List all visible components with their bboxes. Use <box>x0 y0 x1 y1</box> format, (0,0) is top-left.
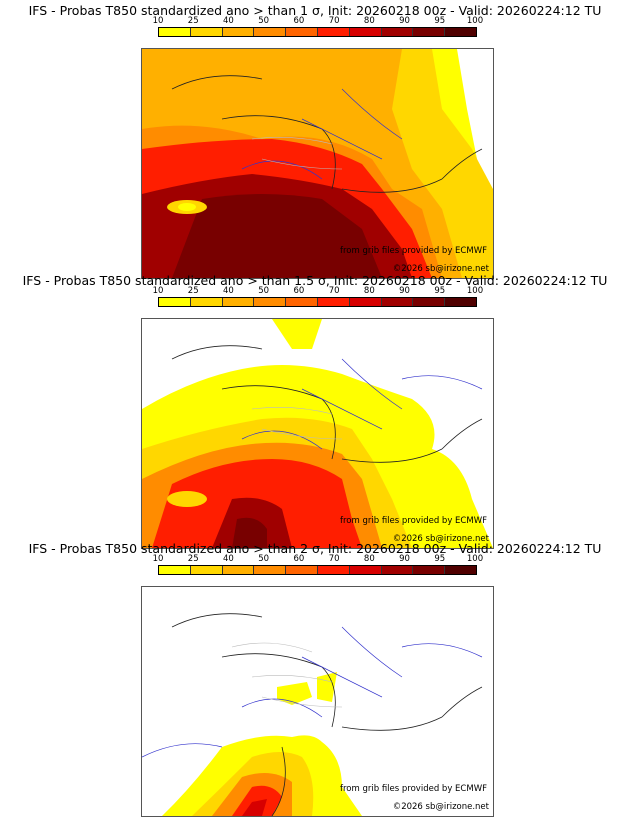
credit-source: from grib files provided by ECMWF <box>340 516 487 526</box>
colorbar-segment <box>159 566 191 574</box>
probability-map: from grib files provided by ECMWF ©2026 … <box>141 48 494 279</box>
colorbar-segment <box>222 566 255 574</box>
colorbar-tick-label: 50 <box>258 16 270 26</box>
colorbar-tick-label: 70 <box>328 286 340 296</box>
colorbar-segment <box>381 28 414 36</box>
panel-title: IFS - Probas T850 standardized ano > tha… <box>28 3 602 18</box>
colorbar-tick-label: 60 <box>293 286 305 296</box>
colorbar-tick-label: 95 <box>434 286 446 296</box>
colorbar-segment <box>222 298 255 306</box>
colorbar-tick-label: 90 <box>399 554 410 564</box>
colorbar-segment <box>317 566 350 574</box>
colorbar-tick-label: 90 <box>399 16 410 26</box>
map-panel-1: IFS - Probas T850 standardized ano > tha… <box>0 0 630 280</box>
colorbar <box>158 565 477 575</box>
colorbar-tick-label: 60 <box>293 16 305 26</box>
colorbar-tick-label: 40 <box>223 16 234 26</box>
colorbar-segment <box>349 566 382 574</box>
colorbar-segment <box>159 28 191 36</box>
colorbar-tick-label: 70 <box>328 554 340 564</box>
colorbar-segment <box>254 566 287 574</box>
colorbar-tick-label: 95 <box>434 16 446 26</box>
colorbar-tick-label: 70 <box>328 16 340 26</box>
colorbar-segment <box>445 566 476 574</box>
colorbar-tick-label: 100 <box>466 16 484 26</box>
colorbar-segment <box>286 28 318 36</box>
colorbar-segment <box>349 298 382 306</box>
colorbar-tick-label: 95 <box>434 554 446 564</box>
map-panel-2: IFS - Probas T850 standardized ano > tha… <box>0 270 630 550</box>
colorbar-tick-label: 100 <box>466 554 484 564</box>
map-fill-1 <box>142 49 493 278</box>
colorbar-segment <box>413 566 446 574</box>
colorbar <box>158 297 477 307</box>
colorbar-segment <box>190 298 223 306</box>
colorbar-segment <box>286 566 318 574</box>
colorbar-segment <box>159 298 191 306</box>
colorbar-segment <box>190 566 223 574</box>
colorbar-tick-label: 80 <box>363 554 375 564</box>
colorbar-segment <box>254 298 287 306</box>
probability-map: from grib files provided by ECMWF ©2026 … <box>141 586 494 817</box>
probability-map: from grib files provided by ECMWF ©2026 … <box>141 318 494 549</box>
colorbar-tick-label: 10 <box>152 286 164 296</box>
colorbar-segment <box>381 566 414 574</box>
colorbar-tick-label: 25 <box>187 286 199 296</box>
map-fill-3 <box>142 587 493 816</box>
colorbar-tick-label: 25 <box>187 16 199 26</box>
colorbar <box>158 27 477 37</box>
colorbar-tick-label: 100 <box>466 286 484 296</box>
colorbar-segment <box>286 298 318 306</box>
colorbar-tick-label: 10 <box>152 16 164 26</box>
colorbar-segment <box>413 298 446 306</box>
credit-copyright: ©2026 sb@irizone.net <box>392 264 489 274</box>
colorbar-segment <box>349 28 382 36</box>
colorbar-segment <box>445 28 476 36</box>
colorbar-segment <box>317 298 350 306</box>
colorbar-tick-label: 10 <box>152 554 164 564</box>
map-panel-3: IFS - Probas T850 standardized ano > tha… <box>0 538 630 828</box>
colorbar-segment <box>317 28 350 36</box>
colorbar-ticks: 10 25 40 50 60 70 80 90 95 100 <box>153 554 484 564</box>
credit-source: from grib files provided by ECMWF <box>340 246 487 256</box>
colorbar-segment <box>445 298 476 306</box>
colorbar-tick-label: 40 <box>223 554 234 564</box>
colorbar-tick-label: 80 <box>363 16 375 26</box>
colorbar-ticks: 10 25 40 50 60 70 80 90 95 100 <box>153 286 484 296</box>
credit-source: from grib files provided by ECMWF <box>340 784 487 794</box>
colorbar-segment <box>413 28 446 36</box>
colorbar-segment <box>381 298 414 306</box>
colorbar-segment <box>190 28 223 36</box>
colorbar-tick-label: 50 <box>258 286 270 296</box>
colorbar-tick-label: 60 <box>293 554 305 564</box>
panel-title: IFS - Probas T850 standardized ano > tha… <box>28 541 602 556</box>
panel-title: IFS - Probas T850 standardized ano > tha… <box>22 273 608 288</box>
map-fill-2 <box>142 319 493 548</box>
colorbar-tick-label: 25 <box>187 554 199 564</box>
colorbar-tick-label: 80 <box>363 286 375 296</box>
colorbar-segment <box>254 28 287 36</box>
credit-copyright: ©2026 sb@irizone.net <box>392 802 489 812</box>
colorbar-tick-label: 90 <box>399 286 410 296</box>
colorbar-tick-label: 40 <box>223 286 234 296</box>
credit-copyright: ©2026 sb@irizone.net <box>392 534 489 544</box>
colorbar-segment <box>222 28 255 36</box>
colorbar-ticks: 10 25 40 50 60 70 80 90 95 100 <box>153 16 484 26</box>
colorbar-tick-label: 50 <box>258 554 270 564</box>
